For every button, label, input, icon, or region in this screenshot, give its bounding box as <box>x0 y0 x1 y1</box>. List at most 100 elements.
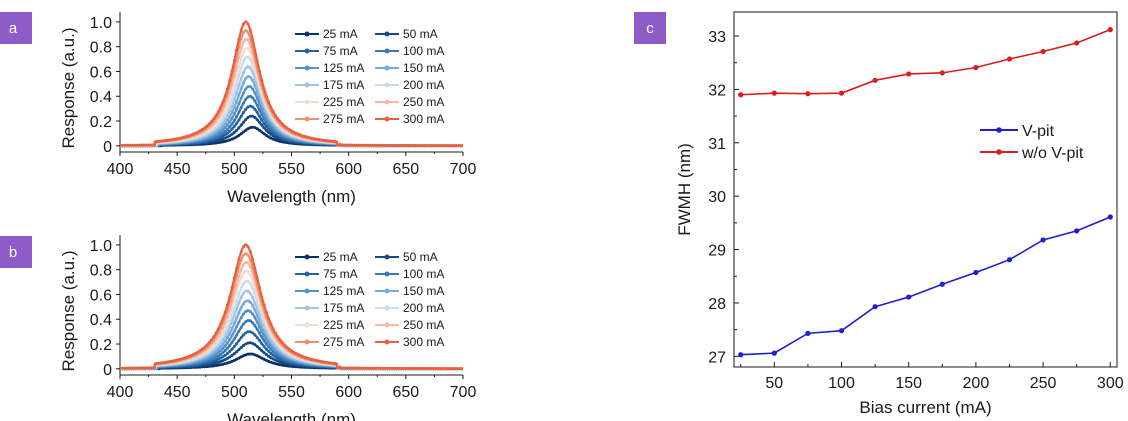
series-point <box>267 130 271 134</box>
series-point <box>235 48 239 52</box>
series-point <box>207 341 211 345</box>
series-point <box>246 352 250 356</box>
series-point <box>292 350 296 354</box>
series-point <box>264 120 268 124</box>
series-point <box>370 366 374 370</box>
series-point <box>246 309 250 313</box>
series-point <box>383 143 387 147</box>
series-point <box>237 356 241 360</box>
series-point <box>235 73 239 77</box>
series-point <box>237 65 241 69</box>
series-point <box>257 128 261 132</box>
series-point <box>230 137 234 141</box>
series-point <box>422 367 426 371</box>
legend-swatch-marker <box>996 127 1002 133</box>
series-point <box>390 366 394 370</box>
series-point <box>232 313 236 317</box>
series-point <box>168 138 172 142</box>
y-tick-label: 32 <box>708 82 726 99</box>
series-point <box>267 135 271 139</box>
series-point <box>184 355 188 359</box>
x-tick-label: 400 <box>107 161 134 178</box>
series-point <box>241 354 245 358</box>
series-point <box>283 364 287 368</box>
series-point <box>230 286 234 290</box>
series-point <box>246 341 250 345</box>
series-point <box>253 316 257 320</box>
series-point <box>248 250 252 254</box>
series-point <box>223 117 227 121</box>
series-point <box>264 124 268 128</box>
series-point <box>205 124 209 128</box>
y-tick-label: 1.0 <box>90 15 112 32</box>
series-point <box>248 28 252 32</box>
series-point <box>262 121 266 125</box>
series-point <box>205 343 209 347</box>
legend-swatch-marker <box>996 149 1002 155</box>
series-point <box>241 253 245 257</box>
series-point <box>292 130 296 134</box>
x-axis-label: Wavelength (nm) <box>227 187 356 206</box>
series-point <box>251 87 255 91</box>
x-axis-label: Bias current (mA) <box>859 398 991 417</box>
series-point <box>216 354 220 358</box>
series-point <box>390 143 394 147</box>
series-point <box>239 132 243 136</box>
series-point <box>260 356 264 360</box>
series-point <box>278 338 282 342</box>
series-point <box>239 276 243 280</box>
series-point <box>255 344 259 348</box>
series-point <box>241 344 245 348</box>
series-point <box>223 94 227 98</box>
series-point <box>237 311 241 315</box>
series-point <box>388 366 392 370</box>
series-point <box>315 359 319 363</box>
series-point <box>232 112 236 116</box>
series-point <box>191 353 195 357</box>
legend-swatch-marker <box>384 254 390 260</box>
series-point <box>269 322 273 326</box>
series-point <box>230 132 234 136</box>
series-point <box>257 355 261 359</box>
legend-swatch-marker <box>384 305 390 311</box>
series-point <box>221 351 225 355</box>
series-point <box>225 131 229 135</box>
series-point <box>251 296 255 300</box>
legend-swatch-marker <box>384 82 390 88</box>
series-point <box>349 143 353 147</box>
series-point <box>255 336 259 340</box>
series-point <box>237 126 241 130</box>
legend-swatch-marker <box>304 31 310 37</box>
series-point <box>120 143 124 147</box>
series-v-pit <box>738 214 1113 358</box>
x-tick-label: 650 <box>392 384 419 401</box>
series-point <box>257 286 261 290</box>
series-point <box>123 366 127 370</box>
series-point <box>406 366 410 370</box>
series-wo-v-pit <box>738 27 1113 98</box>
series-point <box>209 120 213 124</box>
series-point <box>223 349 227 353</box>
series-point <box>187 134 191 138</box>
series-point <box>392 366 396 370</box>
series-point <box>228 109 232 113</box>
x-tick-label: 600 <box>335 384 362 401</box>
series-point <box>209 362 213 366</box>
series-point <box>203 126 207 130</box>
series-point <box>271 327 275 331</box>
series-point <box>239 66 243 70</box>
series-point <box>159 139 163 143</box>
legend-label: 225 mA <box>323 318 364 332</box>
series-point <box>244 309 248 313</box>
series-point <box>216 141 220 145</box>
series-point <box>427 144 431 148</box>
series-point <box>335 143 339 147</box>
series-point <box>273 362 277 366</box>
series-point <box>228 331 232 335</box>
series-point <box>221 128 225 132</box>
legend-label: 75 mA <box>323 267 358 281</box>
series-point <box>241 81 245 85</box>
series-point <box>232 337 236 341</box>
legend-label: 125 mA <box>323 61 364 75</box>
series-point <box>239 306 243 310</box>
